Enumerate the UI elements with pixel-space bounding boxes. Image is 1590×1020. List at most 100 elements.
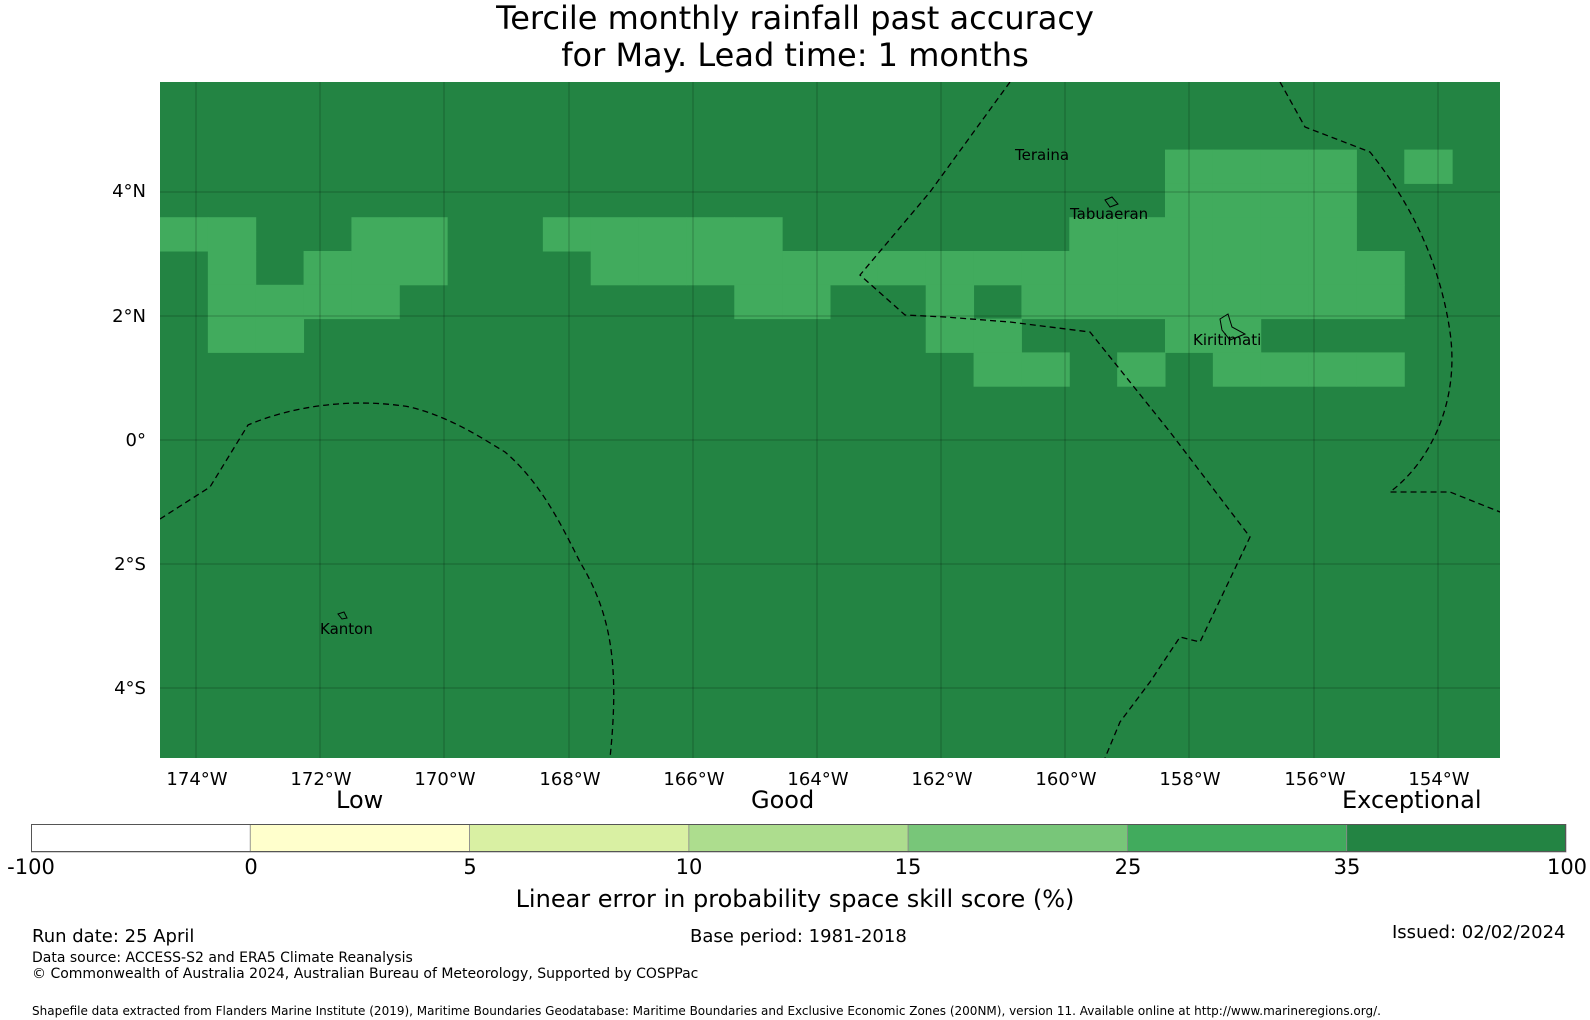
map-cell xyxy=(1117,217,1166,252)
title-line-1: Tercile monthly rainfall past accuracy xyxy=(496,0,1094,37)
map-cell xyxy=(399,251,448,286)
map-cell xyxy=(207,318,257,353)
map-cell xyxy=(255,318,305,353)
map-cell xyxy=(638,251,687,286)
map-cell xyxy=(1308,149,1357,184)
map-cell xyxy=(925,318,975,353)
colorbar-segment xyxy=(1346,824,1567,853)
map-cell xyxy=(1069,284,1118,320)
island-outline-kiritimati xyxy=(1219,313,1247,341)
run-date: Run date: 25 April xyxy=(32,926,195,947)
lat-tick-label: 4°S xyxy=(114,678,146,699)
islands xyxy=(337,196,1247,620)
map-cell xyxy=(877,251,927,286)
map-cell xyxy=(782,251,831,286)
map-cell xyxy=(1308,217,1357,252)
lon-tick-label: 158°W xyxy=(1159,769,1221,790)
data-source: Data source: ACCESS-S2 and ERA5 Climate … xyxy=(32,950,413,966)
map-cell xyxy=(1308,284,1357,320)
map-cell xyxy=(1260,284,1310,320)
colorbar-tick-label: -100 xyxy=(7,855,55,879)
copyright-notice: © Commonwealth of Australia 2024, Austra… xyxy=(32,966,699,982)
colorbar-title: Linear error in probability space skill … xyxy=(515,885,1075,913)
map-cell xyxy=(1308,352,1357,387)
eez-line-kanton xyxy=(160,402,615,758)
map-cell xyxy=(1117,251,1166,286)
colorbar-frame xyxy=(31,824,1566,852)
map-cell xyxy=(1356,352,1405,387)
map-cell xyxy=(1212,149,1262,184)
map-cell xyxy=(1117,284,1166,320)
lon-tick-label: 154°W xyxy=(1408,769,1470,790)
map-cell xyxy=(1212,251,1262,286)
island-outline-tabuaeran xyxy=(1104,196,1119,208)
map-cell xyxy=(686,217,735,252)
map-cell xyxy=(1260,352,1310,387)
category-label-low: Low xyxy=(336,786,384,814)
map-cell xyxy=(351,251,400,286)
colorbar-tick-label: 0 xyxy=(244,855,258,879)
map-cell xyxy=(303,251,352,286)
colorbar-tick-label: 35 xyxy=(1333,855,1361,879)
category-label-good: Good xyxy=(751,786,815,814)
lat-tick-label: 4°N xyxy=(112,181,146,202)
map-cell xyxy=(1308,251,1357,286)
map-cell xyxy=(1165,284,1214,320)
eez-line-line-islands-west xyxy=(859,82,1251,758)
map-cell xyxy=(1165,183,1214,218)
lon-tick-label: 156°W xyxy=(1284,769,1346,790)
colorbar-segment xyxy=(249,824,470,853)
map-cell xyxy=(399,217,448,252)
map-cell xyxy=(1404,149,1453,184)
base-period: Base period: 1981-2018 xyxy=(690,926,907,947)
colorbar-segment xyxy=(31,824,251,853)
map-cell xyxy=(542,217,592,252)
lon-tick-label: 162°W xyxy=(911,769,973,790)
map-cell xyxy=(734,217,783,252)
lon-tick-label: 172°W xyxy=(290,769,352,790)
colorbar-tick-label: 100 xyxy=(1546,855,1588,879)
lon-tick-label: 160°W xyxy=(1035,769,1097,790)
lon-tick-label: 170°W xyxy=(414,769,476,790)
place-label-teraina: Teraina xyxy=(1015,146,1070,164)
eez-line-line-islands-east xyxy=(1279,82,1500,513)
graticule xyxy=(160,82,1500,758)
colorbar-segment xyxy=(907,824,1128,853)
lon-tick-label: 166°W xyxy=(663,769,725,790)
lon-tick-label: 174°W xyxy=(166,769,228,790)
colorbar-tick-label: 10 xyxy=(675,855,703,879)
map-cell xyxy=(1260,149,1310,184)
map-cell xyxy=(590,251,640,286)
map-cell xyxy=(973,318,1022,353)
place-label-tabuaeran: Tabuaeran xyxy=(1070,205,1149,223)
shapefile-credit: Shapefile data extracted from Flanders M… xyxy=(32,1004,1381,1018)
map-cell xyxy=(1069,251,1118,286)
colorbar xyxy=(31,824,1567,853)
map-cell xyxy=(351,217,400,252)
map-cell xyxy=(1356,251,1405,286)
map-cell xyxy=(303,284,352,320)
map-cell xyxy=(734,251,783,286)
map-cell xyxy=(973,251,1022,286)
issued-date: Issued: 02/02/2024 xyxy=(1392,922,1566,943)
map-cell xyxy=(1260,251,1310,286)
map-cell xyxy=(590,217,640,252)
map-cell xyxy=(1021,284,1070,320)
map-cell xyxy=(1212,183,1262,218)
colorbar-segment xyxy=(688,824,909,853)
colorbar-tick-label: 5 xyxy=(463,855,477,879)
map-cell xyxy=(207,251,257,286)
chart-title: Tercile monthly rainfall past accuracy f… xyxy=(0,0,1590,74)
map-cells xyxy=(160,82,1500,758)
map-canvas xyxy=(160,82,1500,758)
map-cell xyxy=(1069,217,1118,252)
eez-boundaries xyxy=(160,82,1500,758)
category-label-exceptional: Exceptional xyxy=(1342,786,1482,814)
map-cell xyxy=(351,284,400,320)
map-cell xyxy=(925,251,975,286)
map-cell xyxy=(830,251,879,286)
map-cell xyxy=(1165,149,1214,184)
lat-tick-label: 2°N xyxy=(112,306,146,327)
map-cell xyxy=(1021,352,1070,387)
map-cell xyxy=(1260,183,1310,218)
